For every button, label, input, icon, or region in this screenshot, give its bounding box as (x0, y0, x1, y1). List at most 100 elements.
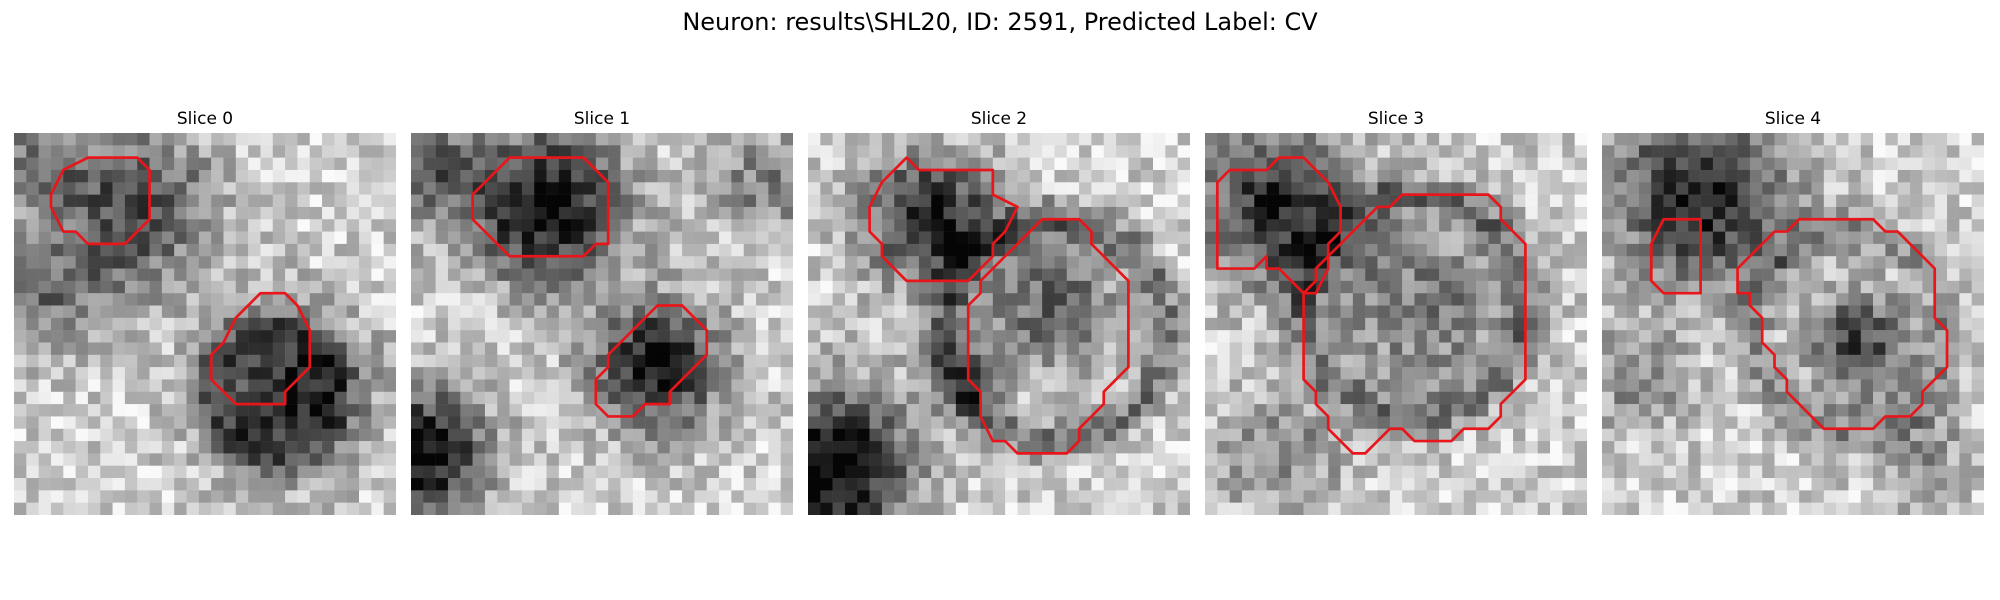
image-pixel (1402, 367, 1415, 380)
image-pixel (1538, 355, 1551, 368)
image-pixel (1701, 478, 1714, 491)
image-pixel (1217, 404, 1230, 417)
image-pixel (1713, 330, 1726, 343)
image-pixel (1550, 404, 1563, 417)
image-pixel (1959, 379, 1972, 392)
image-pixel (285, 478, 298, 491)
image-pixel (1414, 232, 1427, 245)
image-pixel (448, 478, 461, 491)
image-pixel (1861, 330, 1874, 343)
image-pixel (1602, 133, 1615, 146)
image-pixel (1165, 342, 1178, 355)
image-pixel (534, 478, 547, 491)
image-pixel (448, 293, 461, 306)
image-pixel (1688, 158, 1701, 171)
image-pixel (1267, 306, 1280, 319)
image-pixel (956, 158, 969, 171)
image-pixel (633, 379, 646, 392)
image-pixel (1614, 503, 1627, 515)
image-pixel (100, 416, 113, 429)
image-pixel (808, 342, 821, 355)
image-pixel (174, 490, 187, 503)
image-pixel (682, 441, 695, 454)
image-pixel (1402, 306, 1415, 319)
image-pixel (1242, 453, 1255, 466)
image-pixel (1165, 416, 1178, 429)
image-pixel (1513, 318, 1526, 331)
image-pixel (1304, 404, 1317, 417)
image-pixel (1713, 379, 1726, 392)
image-pixel (423, 355, 436, 368)
image-pixel (808, 293, 821, 306)
image-pixel (137, 281, 150, 294)
image-pixel (1091, 133, 1104, 146)
image-pixel (584, 269, 597, 282)
image-pixel (1279, 256, 1292, 269)
image-pixel (756, 256, 769, 269)
image-pixel (1676, 342, 1689, 355)
image-pixel (1762, 170, 1775, 183)
image-pixel (1713, 256, 1726, 269)
image-pixel (100, 441, 113, 454)
image-pixel (310, 330, 323, 343)
image-pixel (931, 158, 944, 171)
image-pixel (436, 269, 449, 282)
image-pixel (223, 478, 236, 491)
image-pixel (1513, 195, 1526, 208)
image-pixel (1067, 145, 1080, 158)
image-pixel (1651, 256, 1664, 269)
image-pixel (1341, 158, 1354, 171)
image-pixel (162, 170, 175, 183)
image-pixel (1627, 367, 1640, 380)
image-pixel (571, 207, 584, 220)
image-pixel (731, 429, 744, 442)
image-pixel (731, 232, 744, 245)
image-pixel (808, 158, 821, 171)
image-pixel (1836, 182, 1849, 195)
image-pixel (162, 306, 175, 319)
image-pixel (919, 170, 932, 183)
image-pixel (1947, 182, 1960, 195)
image-pixel (719, 269, 732, 282)
image-pixel (1328, 416, 1341, 429)
image-pixel (1885, 219, 1898, 232)
image-pixel (1538, 392, 1551, 405)
image-pixel (1230, 158, 1243, 171)
image-pixel (1464, 416, 1477, 429)
image-pixel (1725, 379, 1738, 392)
image-pixel (1414, 281, 1427, 294)
image-pixel (448, 330, 461, 343)
image-pixel (51, 244, 64, 257)
image-pixel (1959, 207, 1972, 220)
image-pixel (14, 281, 27, 294)
image-pixel (882, 466, 895, 479)
image-pixel (1017, 182, 1030, 195)
image-pixel (1242, 318, 1255, 331)
image-pixel (1079, 318, 1092, 331)
image-pixel (1898, 256, 1911, 269)
image-pixel (510, 195, 523, 208)
image-pixel (1365, 219, 1378, 232)
image-pixel (1091, 195, 1104, 208)
image-pixel (522, 367, 535, 380)
image-pixel (1750, 207, 1763, 220)
image-pixel (1141, 145, 1154, 158)
image-pixel (1116, 145, 1129, 158)
image-pixel (1205, 281, 1218, 294)
image-pixel (1848, 158, 1861, 171)
image-pixel (919, 207, 932, 220)
image-pixel (608, 195, 621, 208)
image-pixel (1464, 269, 1477, 282)
image-pixel (1836, 256, 1849, 269)
image-pixel (1067, 133, 1080, 146)
image-pixel (285, 503, 298, 515)
image-pixel (359, 404, 372, 417)
image-pixel (347, 293, 360, 306)
image-pixel (731, 158, 744, 171)
image-pixel (1451, 466, 1464, 479)
image-pixel (1242, 256, 1255, 269)
image-pixel (1947, 195, 1960, 208)
image-pixel (956, 170, 969, 183)
image-pixel (1501, 355, 1514, 368)
image-pixel (485, 355, 498, 368)
